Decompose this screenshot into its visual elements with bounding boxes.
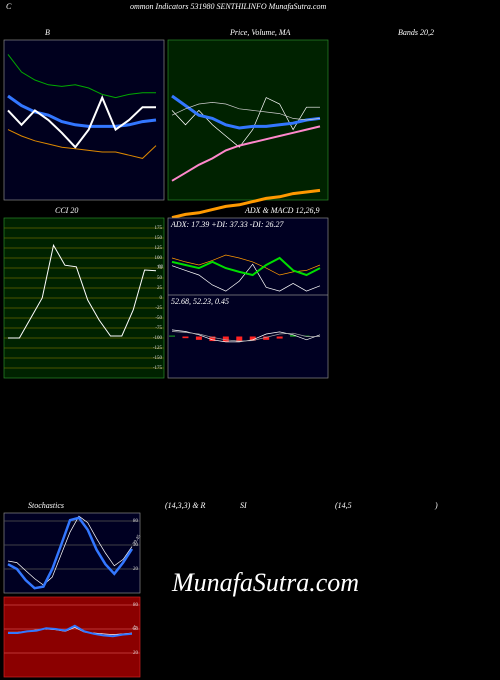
series-line — [7, 516, 134, 590]
series-line — [171, 102, 321, 121]
series-line — [7, 515, 133, 586]
y-tick-label: -50 — [155, 316, 162, 321]
series-line — [171, 94, 321, 130]
chart-title: ) — [434, 501, 438, 510]
y-tick-label: -150 — [153, 356, 163, 361]
chart-title: (14,3,3) & R — [165, 501, 206, 510]
macd-bar — [290, 335, 297, 337]
y-tick-label: 25 — [157, 286, 163, 291]
end-label: 51 — [132, 624, 139, 631]
y-tick-label: 20 — [133, 567, 139, 572]
annotation: ADX: 17.39 +DI: 37.33 -DI: 26.27 — [170, 220, 284, 229]
end-label: 68 — [158, 265, 164, 270]
macd-bar — [195, 336, 202, 340]
chart-title: B — [45, 28, 50, 37]
chart-title: SI — [240, 501, 247, 510]
y-tick-label: -175 — [153, 366, 163, 371]
macd-bar — [249, 336, 256, 341]
chart-title: CCI 20 — [55, 206, 78, 215]
chart-title: ADX & MACD 12,26,9 — [244, 206, 319, 215]
chart-title: Stochastics — [28, 501, 64, 510]
series-line — [8, 624, 133, 638]
macd-bar — [209, 336, 216, 342]
y-tick-label: 80 — [133, 519, 139, 524]
series-line — [171, 188, 321, 220]
annotation: 52.68, 52.23, 0.45 — [171, 297, 229, 306]
macd-bar — [182, 336, 189, 339]
series-line — [7, 54, 156, 99]
chart-title: Price, Volume, MA — [229, 28, 291, 37]
end-label: 39.45 — [132, 534, 142, 547]
page-title: ommon Indicators 531980 SENTHILINFO Muna… — [130, 2, 326, 11]
y-tick-label: 75 — [157, 266, 163, 271]
y-tick-label: 50 — [157, 276, 163, 281]
y-tick-label: -75 — [155, 326, 162, 331]
panel — [3, 512, 141, 594]
y-tick-label: 0 — [160, 296, 163, 301]
series-line — [8, 243, 157, 339]
y-tick-label: -100 — [153, 336, 163, 341]
panel — [167, 217, 329, 379]
chart-title: (14,5 — [335, 501, 352, 510]
y-tick-label: 175 — [155, 226, 163, 231]
title-letter: C — [6, 2, 12, 11]
macd-bar — [169, 335, 175, 337]
series-line — [171, 256, 321, 277]
y-tick-label: 100 — [155, 256, 163, 261]
series-line — [7, 94, 157, 128]
y-tick-label: 20 — [133, 651, 139, 656]
chart-subtitle: Bands 20,2 — [398, 28, 434, 37]
y-tick-label: -125 — [153, 346, 163, 351]
panel — [3, 39, 165, 201]
panel — [3, 596, 141, 678]
y-tick-label: 80 — [133, 603, 139, 608]
y-tick-label: 125 — [155, 246, 163, 251]
series-line — [7, 129, 157, 159]
macd-bar — [276, 336, 283, 339]
macd-bar — [303, 335, 310, 337]
y-tick-label: 50 — [133, 627, 139, 632]
macd-bar — [222, 336, 229, 342]
macd-bar — [236, 336, 243, 342]
y-tick-label: 150 — [155, 236, 163, 241]
series-line — [171, 331, 320, 342]
series-line — [171, 125, 321, 182]
macd-bar — [263, 336, 270, 340]
y-tick-label: 50 — [133, 543, 139, 548]
y-tick-label: -25 — [155, 306, 162, 311]
watermark: MunafaSutra.com — [171, 568, 359, 597]
series-line — [7, 95, 156, 149]
